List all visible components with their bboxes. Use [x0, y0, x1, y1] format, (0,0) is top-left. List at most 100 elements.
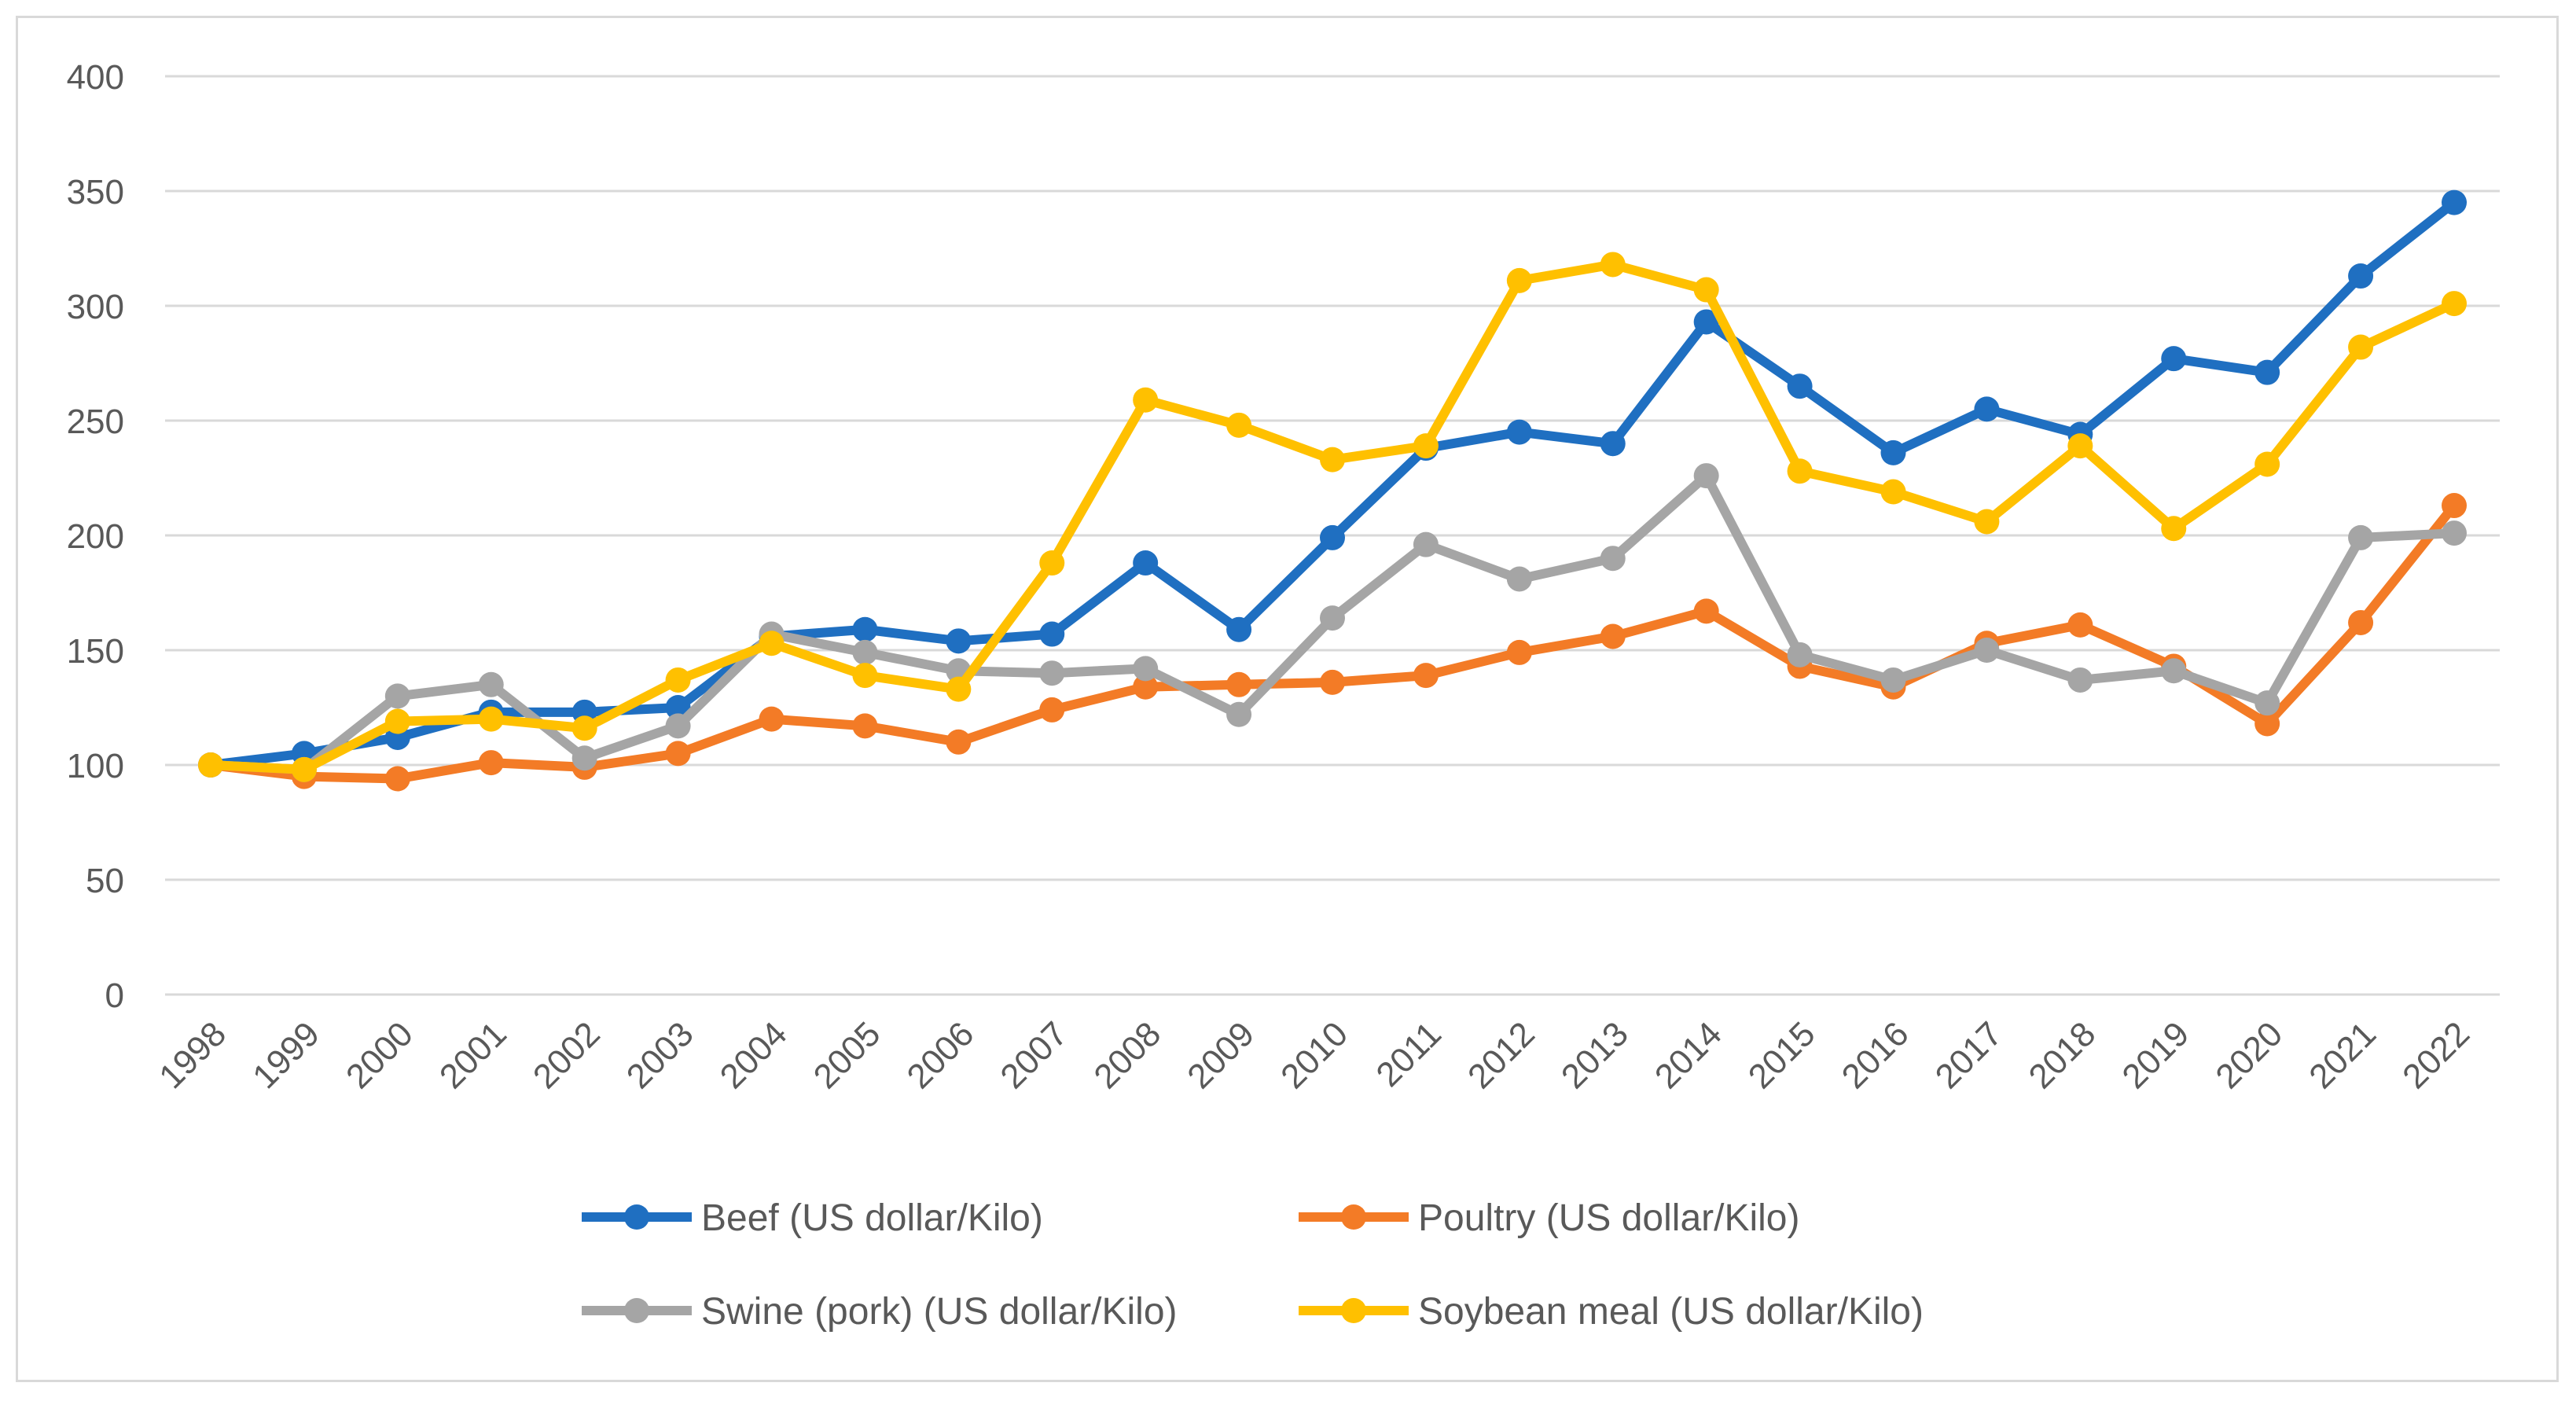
- data-point: [1600, 623, 1626, 649]
- data-point: [1600, 546, 1626, 572]
- data-point: [478, 706, 504, 732]
- series-3: [198, 252, 2467, 782]
- data-point: [665, 667, 691, 693]
- legend: Beef (US dollar/Kilo) Poultry (US dollar/…: [582, 1197, 1924, 1333]
- legend-item-1: Poultry (US dollar/Kilo): [1299, 1197, 1799, 1239]
- legend-label: Poultry (US dollar/Kilo): [1418, 1197, 1799, 1239]
- y-axis-ticks: 0 50 100 150 200 250 300 350 400: [67, 58, 124, 1015]
- data-point: [1320, 524, 1345, 550]
- y-tick-label: 100: [67, 747, 124, 785]
- legend-item-3: Soybean meal (US dollar/Kilo): [1299, 1291, 1924, 1333]
- x-tick-label: 2007: [993, 1014, 1075, 1096]
- data-point: [1320, 447, 1345, 473]
- data-point: [2161, 658, 2187, 684]
- data-point: [1974, 509, 2000, 535]
- data-point: [665, 713, 691, 739]
- x-tick-label: 2000: [339, 1014, 421, 1096]
- legend-item-0: Beef (US dollar/Kilo): [582, 1197, 1043, 1239]
- data-point: [1787, 642, 1813, 667]
- x-tick-label: 2009: [1180, 1014, 1262, 1096]
- legend-label: Beef (US dollar/Kilo): [701, 1197, 1043, 1239]
- data-point: [946, 628, 972, 654]
- gridlines: [165, 75, 2500, 996]
- data-point: [2348, 609, 2374, 635]
- data-point: [946, 676, 972, 702]
- y-tick-label: 50: [86, 862, 124, 900]
- data-point: [1693, 309, 1719, 335]
- y-tick-label: 200: [67, 517, 124, 556]
- x-tick-label: 2021: [2302, 1014, 2383, 1096]
- data-point: [1693, 277, 1719, 303]
- series-2: [198, 463, 2467, 782]
- data-point: [1787, 458, 1813, 484]
- data-point: [2067, 433, 2093, 459]
- data-point: [1226, 412, 1252, 438]
- data-point: [291, 756, 317, 782]
- y-tick-label: 150: [67, 632, 124, 671]
- x-tick-label: 2002: [526, 1014, 608, 1096]
- x-axis-ticks: 1998 1999 2000 2001 2002 2003 2004 2005 2006 2007…: [152, 1014, 2477, 1096]
- x-tick-label: 2010: [1273, 1014, 1355, 1096]
- data-point: [1974, 396, 2000, 422]
- legend-label: Swine (pork) (US dollar/Kilo): [701, 1291, 1178, 1333]
- data-point: [1039, 550, 1065, 576]
- data-point: [1320, 669, 1345, 695]
- data-point: [2442, 189, 2467, 215]
- data-point: [2442, 291, 2467, 317]
- data-point: [571, 745, 597, 771]
- data-point: [2442, 520, 2467, 546]
- data-point: [384, 708, 410, 734]
- data-point: [2067, 667, 2093, 693]
- data-point: [665, 741, 691, 767]
- data-point: [2254, 690, 2280, 716]
- data-point: [1133, 674, 1159, 700]
- data-point: [1226, 671, 1252, 697]
- legend-marker: [1341, 1204, 1366, 1230]
- x-tick-label: 2008: [1086, 1014, 1168, 1096]
- data-point: [946, 729, 972, 755]
- data-point: [1413, 531, 1439, 557]
- data-point: [478, 671, 504, 697]
- x-tick-label: 2006: [900, 1014, 982, 1096]
- data-point: [759, 706, 785, 732]
- data-point: [1974, 638, 2000, 663]
- data-point: [1506, 639, 1532, 665]
- data-point: [1880, 439, 1906, 465]
- data-point: [1600, 431, 1626, 457]
- x-tick-label: 2001: [432, 1014, 514, 1096]
- legend-marker: [1341, 1298, 1366, 1323]
- data-point: [852, 616, 878, 642]
- y-tick-label: 300: [67, 288, 124, 326]
- data-point: [1506, 566, 1532, 592]
- data-point: [2442, 493, 2467, 519]
- x-tick-label: 2017: [1928, 1014, 2010, 1096]
- data-point: [1039, 697, 1065, 723]
- x-tick-label: 2003: [619, 1014, 701, 1096]
- data-point: [1039, 660, 1065, 686]
- data-point: [1133, 550, 1159, 576]
- data-point: [1880, 667, 1906, 693]
- x-tick-label: 2004: [713, 1014, 795, 1096]
- data-point: [198, 752, 223, 778]
- x-tick-label: 2018: [2022, 1014, 2104, 1096]
- data-point: [2348, 334, 2374, 360]
- legend-item-2: Swine (pork) (US dollar/Kilo): [582, 1291, 1178, 1333]
- x-tick-label: 2012: [1461, 1014, 1542, 1096]
- x-tick-label: 1999: [245, 1014, 327, 1096]
- data-point: [478, 750, 504, 776]
- data-point: [1506, 267, 1532, 293]
- x-tick-label: 2014: [1648, 1014, 1729, 1096]
- x-tick-label: 2011: [1369, 1014, 1449, 1094]
- data-point: [2161, 516, 2187, 542]
- data-point: [2254, 451, 2280, 477]
- data-point: [571, 715, 597, 741]
- data-point: [2254, 359, 2280, 385]
- data-point: [1413, 663, 1439, 689]
- x-tick-label: 2019: [2115, 1014, 2196, 1096]
- data-point: [852, 713, 878, 739]
- legend-marker: [624, 1204, 649, 1230]
- data-point: [2161, 346, 2187, 372]
- data-point: [852, 663, 878, 689]
- data-point: [2254, 711, 2280, 737]
